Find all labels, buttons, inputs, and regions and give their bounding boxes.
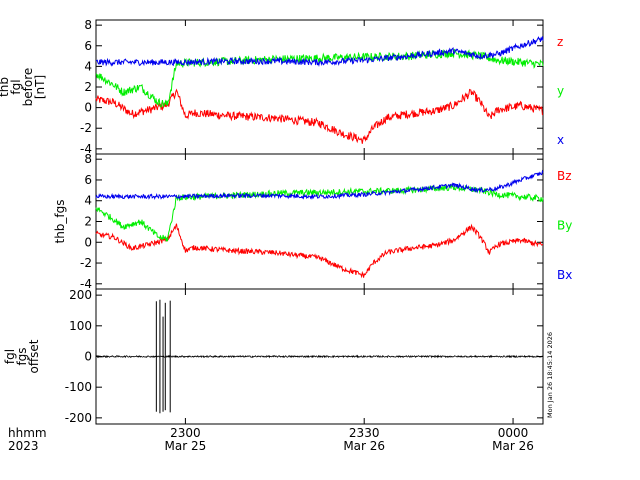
y-tick-label: 6 [84,173,92,187]
y-tick-label: 2 [84,215,92,229]
y-tick-label: -200 [65,411,92,425]
y-tick-label: -100 [65,380,92,394]
legend-label-by: By [557,219,572,233]
y-tick-label: -2 [80,121,92,135]
y-axis-label: offset [27,339,41,373]
y-tick-label: -4 [80,277,92,291]
y-tick-label: 8 [84,152,92,166]
x-tick-label-time: 2330 [349,426,380,440]
y-tick-label: 8 [84,18,92,32]
y-axis-label: fgs [15,347,29,365]
x-tick-label-date: Mar 26 [343,439,385,453]
x-tick-label-date: Mar 26 [492,439,534,453]
x-tick-label-time: 0000 [498,426,529,440]
y-tick-label: -4 [80,142,92,156]
series-line-x [95,36,544,67]
y-tick-label: 6 [84,39,92,53]
y-axis-label: thb_fgs [53,199,67,243]
y-tick-label: 2 [84,80,92,94]
series-line-z [95,88,544,144]
y-tick-label: 0 [84,350,92,364]
y-tick-label: 200 [69,288,92,302]
y-tick-label: -2 [80,256,92,270]
y-axis-label: before [21,68,35,107]
series-line-bx [95,169,544,200]
y-tick-label: 4 [84,59,92,73]
timestamp-note: Mon Jan 26 18:45:14 2026 [546,332,554,418]
legend-label-bx: Bx [557,268,572,282]
x-tick-label-date: Mar 25 [165,439,207,453]
panel-frame [95,153,544,290]
y-tick-label: 4 [84,194,92,208]
y-axis-label: [nT] [33,75,47,99]
legend-label-y: y [557,84,564,98]
y-axis-label: thb [0,77,11,97]
series-line-y [95,48,544,108]
y-axis-label: fgl [3,349,17,364]
panel-frame [95,19,544,155]
x-tick-label-time: 2300 [170,426,201,440]
y-tick-label: 0 [84,235,92,249]
legend-label-bz: Bz [557,169,572,183]
series-line-bz [95,223,544,279]
y-tick-label: 0 [84,101,92,115]
x-axis-year-label: 2023 [8,439,39,453]
y-tick-label: 100 [69,319,92,333]
y-axis-label: fgl [9,79,23,94]
panel-2: -4 -2 0 2 4 6 8 thb_fgs Bz By Bx [53,152,572,291]
x-axis-format-label: hhmm [8,426,47,440]
legend-label-z: z [557,35,563,49]
legend-label-x: x [557,133,564,147]
